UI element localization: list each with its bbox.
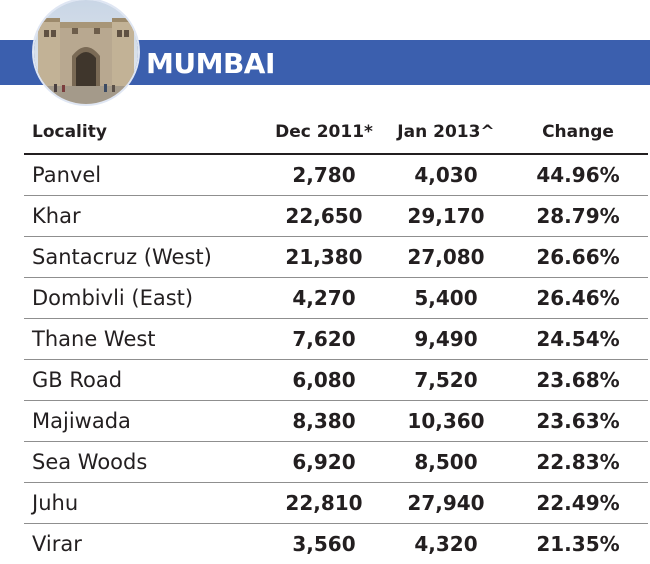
jan-2013-cell: 4,030 [414,163,478,187]
change-cell: 44.96% [536,163,620,187]
locality-cell: Juhu [32,491,79,515]
table-row: Majiwada 8,380 10,360 23.63% [24,401,648,442]
dec-2011-cell: 21,380 [285,245,363,269]
table-row: Juhu 22,810 27,940 22.49% [24,483,648,524]
jan-2013-cell: 7,520 [414,368,478,392]
jan-2013-cell: 8,500 [414,450,478,474]
table-row: Thane West 7,620 9,490 24.54% [24,319,648,360]
locality-cell: Virar [32,532,82,556]
locality-cell: Majiwada [32,409,131,433]
dec-2011-cell: 6,080 [292,368,356,392]
locality-cell: Sea Woods [32,450,148,474]
change-cell: 26.46% [536,286,620,310]
change-cell: 23.68% [536,368,620,392]
dec-2011-cell: 22,810 [285,491,363,515]
jan-2013-cell: 29,170 [407,204,485,228]
locality-cell: Dombivli (East) [32,286,194,310]
table-row: GB Road 6,080 7,520 23.68% [24,360,648,401]
change-cell: 28.79% [536,204,620,228]
city-photo-badge [34,0,138,104]
column-header-change: Change [542,122,614,142]
column-header-locality: Locality [32,122,107,142]
dec-2011-cell: 6,920 [292,450,356,474]
locality-cell: Khar [32,204,81,228]
landmark-gate-image [34,0,138,104]
city-title: MUMBAI [146,47,275,80]
dec-2011-cell: 3,560 [292,532,356,556]
table-row: Panvel 2,780 4,030 44.96% [24,155,648,196]
change-cell: 26.66% [536,245,620,269]
locality-price-table: Locality Dec 2011* Jan 2013^ Change Panv… [24,112,648,564]
locality-cell: Panvel [32,163,102,187]
jan-2013-cell: 9,490 [414,327,478,351]
jan-2013-cell: 4,320 [414,532,478,556]
change-cell: 22.83% [536,450,620,474]
change-cell: 21.35% [536,532,620,556]
locality-cell: Thane West [32,327,156,351]
column-header-dec-2011: Dec 2011* [275,122,373,142]
dec-2011-cell: 4,270 [292,286,356,310]
table-header: Locality Dec 2011* Jan 2013^ Change [24,112,648,155]
dec-2011-cell: 22,650 [285,204,363,228]
change-cell: 23.63% [536,409,620,433]
table-row: Santacruz (West) 21,380 27,080 26.66% [24,237,648,278]
table-row: Sea Woods 6,920 8,500 22.83% [24,442,648,483]
dec-2011-cell: 7,620 [292,327,356,351]
change-cell: 24.54% [536,327,620,351]
jan-2013-cell: 27,940 [407,491,485,515]
dec-2011-cell: 2,780 [292,163,356,187]
table-row: Virar 3,560 4,320 21.35% [24,524,648,564]
dec-2011-cell: 8,380 [292,409,356,433]
change-cell: 22.49% [536,491,620,515]
jan-2013-cell: 5,400 [414,286,478,310]
jan-2013-cell: 27,080 [407,245,485,269]
table-row: Dombivli (East) 4,270 5,400 26.46% [24,278,648,319]
table-row: Khar 22,650 29,170 28.79% [24,196,648,237]
locality-cell: Santacruz (West) [32,245,212,269]
locality-cell: GB Road [32,368,123,392]
column-header-jan-2013: Jan 2013^ [397,122,495,142]
jan-2013-cell: 10,360 [407,409,485,433]
